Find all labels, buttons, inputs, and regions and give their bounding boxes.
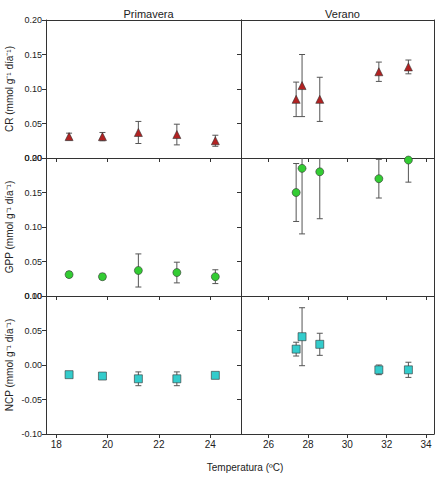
svg-text:0.10: 0.10: [24, 291, 42, 301]
svg-text:20: 20: [102, 439, 114, 450]
svg-text:CR (mmol g⁻¹ día⁻¹): CR (mmol g⁻¹ día⁻¹): [4, 46, 15, 132]
svg-text:0.20: 0.20: [24, 15, 42, 25]
svg-text:18: 18: [51, 439, 63, 450]
svg-text:0.10: 0.10: [24, 222, 42, 232]
svg-text:30: 30: [342, 439, 354, 450]
svg-text:0.00: 0.00: [24, 291, 42, 301]
svg-text:0.15: 0.15: [24, 188, 42, 198]
svg-text:32: 32: [381, 439, 393, 450]
svg-text:Verano: Verano: [325, 8, 360, 20]
svg-text:-0.10: -0.10: [21, 429, 42, 439]
svg-text:0.20: 0.20: [24, 153, 42, 163]
svg-text:NCP (mmol g⁻¹ día⁻¹): NCP (mmol g⁻¹ día⁻¹): [4, 319, 15, 412]
svg-text:28: 28: [302, 439, 314, 450]
svg-text:34: 34: [421, 439, 433, 450]
svg-text:GPP (mmol g⁻¹ día⁻¹): GPP (mmol g⁻¹ día⁻¹): [4, 181, 15, 274]
svg-text:0.05: 0.05: [24, 119, 42, 129]
svg-text:22: 22: [153, 439, 165, 450]
svg-text:Temperatura (ºC): Temperatura (ºC): [207, 462, 283, 473]
svg-text:0.10: 0.10: [24, 84, 42, 94]
svg-text:0.00: 0.00: [24, 360, 42, 370]
svg-text:26: 26: [263, 439, 275, 450]
svg-text:Primavera: Primavera: [123, 8, 174, 20]
svg-text:0.05: 0.05: [24, 257, 42, 267]
svg-text:0.05: 0.05: [24, 326, 42, 336]
svg-text:0.00: 0.00: [24, 153, 42, 163]
svg-text:0.15: 0.15: [24, 50, 42, 60]
svg-text:-0.05: -0.05: [21, 395, 42, 405]
svg-text:24: 24: [205, 439, 217, 450]
